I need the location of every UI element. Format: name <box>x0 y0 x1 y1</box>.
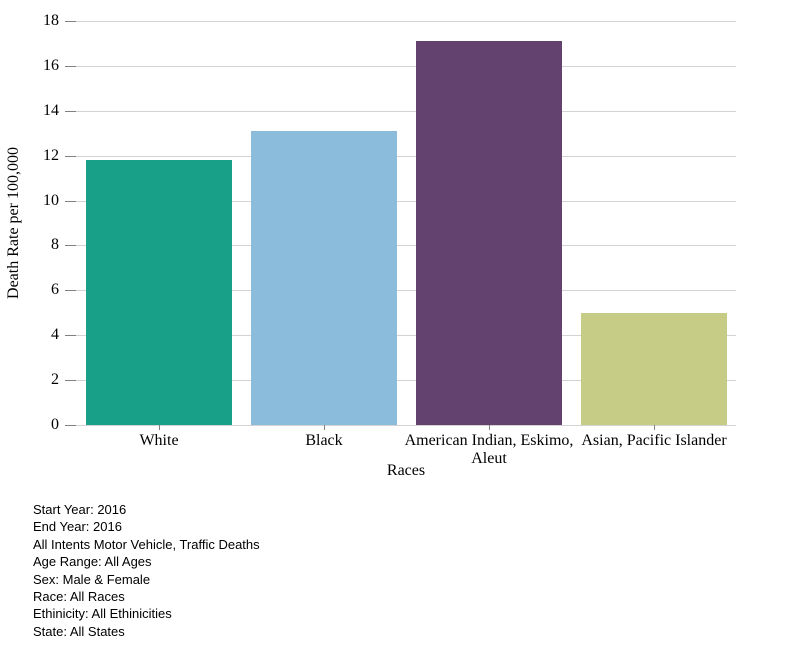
y-tick-mark <box>65 66 76 67</box>
gridline <box>76 201 736 202</box>
y-tick-mark <box>65 380 76 381</box>
y-tick-label: 16 <box>43 57 59 74</box>
y-tick-label: 4 <box>51 326 59 343</box>
y-tick-label: 18 <box>43 12 59 29</box>
y-tick-mark <box>65 290 76 291</box>
y-tick-mark <box>65 201 76 202</box>
y-tick-mark <box>65 335 76 336</box>
x-tick-label: Black <box>305 432 343 449</box>
y-tick-label: 14 <box>43 102 59 119</box>
gridline <box>76 66 736 67</box>
footer-line: Race: All Races <box>33 589 125 605</box>
x-tick-mark <box>324 425 325 430</box>
gridline <box>76 335 736 336</box>
footer-line: Ethinicity: All Ethinicities <box>33 606 172 622</box>
x-tick-label: Asian, Pacific Islander <box>581 432 727 449</box>
footer-line: State: All States <box>33 623 125 639</box>
x-tick-mark <box>654 425 655 430</box>
y-tick-mark <box>65 21 76 22</box>
x-tick-label: American Indian, Eskimo, Aleut <box>404 432 574 468</box>
bar <box>86 160 232 425</box>
gridline <box>76 290 736 291</box>
y-tick-mark <box>65 245 76 246</box>
footer-line: Sex: Male & Female <box>33 571 151 587</box>
bar <box>251 131 397 425</box>
gridline <box>76 245 736 246</box>
y-tick-mark <box>65 111 76 112</box>
gridline <box>76 425 736 426</box>
footer-line: All Intents Motor Vehicle, Traffic Death… <box>33 536 260 552</box>
y-tick-label: 2 <box>51 371 59 388</box>
footer-line: End Year: 2016 <box>33 519 122 535</box>
y-axis-title: Death Rate per 100,000 <box>5 147 22 299</box>
y-tick-label: 0 <box>51 416 59 433</box>
footer-parameters: Start Year: 2016 End Year: 2016 All Intent… <box>33 501 260 640</box>
y-tick-label: 12 <box>43 147 59 164</box>
gridline <box>76 156 736 157</box>
y-tick-mark <box>65 156 76 157</box>
y-tick-mark <box>65 425 76 426</box>
plot-area: Races 0 2 4 6 8 10 12 14 16 18 White Black American … <box>43 12 736 479</box>
y-tick-label: 10 <box>43 192 59 209</box>
footer-line: Age Range: All Ages <box>33 554 152 570</box>
x-tick-mark <box>159 425 160 430</box>
gridline <box>76 21 736 22</box>
x-tick-label: White <box>139 432 179 449</box>
x-axis-title: Races <box>386 462 426 479</box>
bar <box>581 312 727 425</box>
x-tick-mark <box>489 425 490 430</box>
gridline <box>76 380 736 381</box>
bar <box>416 41 562 425</box>
gridline <box>76 111 736 112</box>
footer-line: Start Year: 2016 <box>33 502 127 517</box>
y-tick-label: 6 <box>51 281 59 298</box>
y-tick-label: 8 <box>51 236 59 253</box>
